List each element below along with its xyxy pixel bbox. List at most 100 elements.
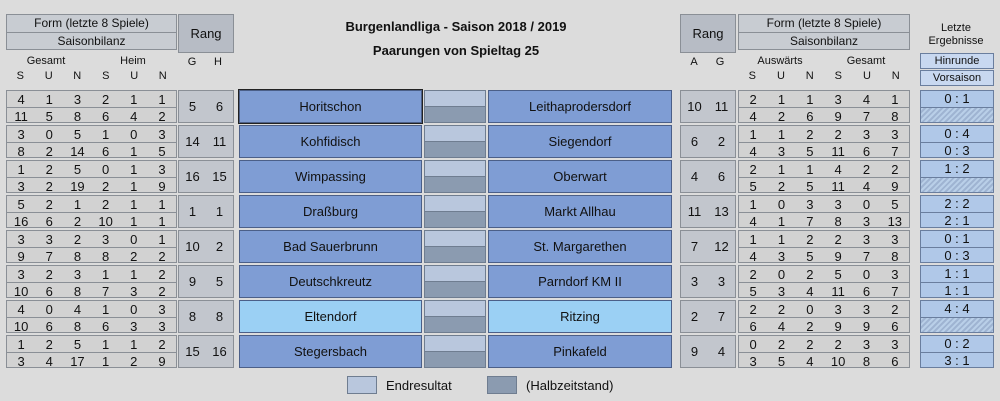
stat-cell: 2 — [749, 161, 757, 177]
col-auswaerts: Auswärts — [757, 55, 803, 67]
home-stats: 3 0 5 1 0 3 8 2 14 6 1 5 — [6, 125, 177, 159]
away-team[interactable]: Oberwart — [488, 160, 672, 193]
stat-cell: 2 — [806, 126, 814, 142]
stat-cell: 3 — [17, 231, 25, 247]
home-team[interactable]: Stegersbach — [239, 335, 422, 368]
hinrunde-result: 0 : 1 — [944, 91, 970, 106]
stat-cell: 4 — [17, 301, 25, 317]
home-team[interactable]: Deutschkreutz — [239, 265, 422, 298]
home-team[interactable]: Horitschon — [238, 89, 423, 124]
stat-cell: 1 — [73, 196, 82, 212]
stat-cell: 4 — [749, 213, 757, 229]
legend-halbzeit-label: (Halbzeitstand) — [526, 378, 614, 393]
away-team[interactable]: Siegendorf — [488, 125, 672, 158]
home-team[interactable]: Kohfidisch — [239, 125, 422, 158]
stat-cell: 5 — [17, 196, 25, 212]
away-team[interactable]: Markt Allhau — [488, 195, 672, 228]
stat-cell: 3 — [891, 231, 899, 247]
score-box — [424, 90, 486, 123]
stat-cell: 9 — [862, 318, 871, 334]
col-u: U — [130, 70, 139, 82]
endresultat — [425, 336, 485, 352]
stat-cell: 1 — [130, 213, 138, 229]
home-team[interactable]: Eltendorf — [239, 300, 422, 333]
stat-cell: 7 — [45, 248, 53, 264]
stat-cell: 4 — [806, 283, 814, 299]
col-n: N — [805, 70, 814, 82]
hinrunde-result: 0 : 2 — [944, 336, 970, 351]
stat-cell: 1 — [101, 336, 110, 352]
stat-cell: 11 — [831, 178, 845, 194]
hinrunde-result: 4 : 4 — [944, 301, 970, 316]
rank-a: 7 — [690, 239, 699, 254]
home-team[interactable]: Bad Sauerbrunn — [239, 230, 422, 263]
stat-cell: 1 — [45, 91, 53, 107]
away-team[interactable]: Pinkafeld — [488, 335, 672, 368]
stat-cell: 7 — [101, 283, 110, 299]
col-g-left: G — [187, 56, 197, 68]
hinrunde-tab[interactable]: Hinrunde — [920, 53, 994, 69]
stat-cell: 6 — [45, 283, 53, 299]
rank-a: 9 — [690, 344, 699, 359]
stat-cell: 0 — [806, 301, 814, 317]
home-team[interactable]: Draßburg — [239, 195, 422, 228]
stat-cell: 8 — [862, 353, 871, 369]
stat-cell: 10 — [98, 213, 113, 229]
stat-cell: 9 — [158, 353, 166, 369]
col-s: S — [748, 70, 756, 82]
stat-cell: 1 — [130, 178, 138, 194]
vorsaison-result — [921, 177, 993, 192]
stat-cell: 5 — [749, 283, 757, 299]
col-n: N — [73, 70, 82, 82]
vorsaison-tab[interactable]: Vorsaison — [920, 70, 994, 86]
stat-cell: 4 — [749, 143, 757, 159]
halbzeitstand — [425, 317, 485, 332]
stat-cell: 3 — [158, 126, 166, 142]
stat-cell: 0 — [777, 196, 786, 212]
stat-cell: 2 — [101, 178, 110, 194]
stat-cell: 6 — [749, 318, 757, 334]
endresultat — [425, 266, 485, 282]
vorsaison-result: 0 : 3 — [921, 247, 993, 264]
stat-cell: 1 — [101, 353, 110, 369]
score-box — [424, 300, 486, 333]
stat-cell: 3 — [834, 91, 842, 107]
stat-cell: 17 — [70, 353, 85, 369]
stat-cell: 1 — [158, 196, 166, 212]
home-stats: 5 2 1 2 1 1 16 6 2 10 1 1 — [6, 195, 177, 229]
vorsaison-result: 2 : 1 — [921, 212, 993, 229]
vorsaison-result: 1 : 1 — [921, 282, 993, 299]
stat-cell: 6 — [45, 318, 53, 334]
stat-cell: 8 — [891, 108, 899, 124]
away-team[interactable]: Leithaprodersdorf — [488, 90, 672, 123]
rank-g: 2 — [717, 134, 726, 149]
stat-cell: 8 — [891, 248, 899, 264]
rank-g: 11 — [714, 99, 729, 114]
rank-g: 7 — [717, 309, 726, 324]
home-rank: 15 16 — [178, 335, 234, 368]
stat-cell: 3 — [777, 283, 786, 299]
stat-cell: 0 — [45, 301, 53, 317]
away-team[interactable]: Ritzing — [488, 300, 672, 333]
col-s: S — [16, 70, 24, 82]
halbzeitstand — [425, 212, 485, 227]
rank-g: 6 — [717, 169, 726, 184]
stat-cell: 3 — [806, 196, 814, 212]
stat-cell: 5 — [45, 108, 53, 124]
home-team[interactable]: Wimpassing — [239, 160, 422, 193]
stat-cell: 3 — [862, 336, 871, 352]
stat-cell: 6 — [101, 143, 110, 159]
away-stats: 1 1 2 2 3 3 4 3 5 11 6 7 — [738, 125, 910, 159]
away-team[interactable]: Parndorf KM II — [488, 265, 672, 298]
hinrunde-result: 2 : 2 — [944, 196, 970, 211]
stat-cell: 6 — [862, 283, 871, 299]
stat-cell: 0 — [101, 161, 110, 177]
away-team[interactable]: St. Margarethen — [488, 230, 672, 263]
stat-cell: 5 — [73, 161, 82, 177]
